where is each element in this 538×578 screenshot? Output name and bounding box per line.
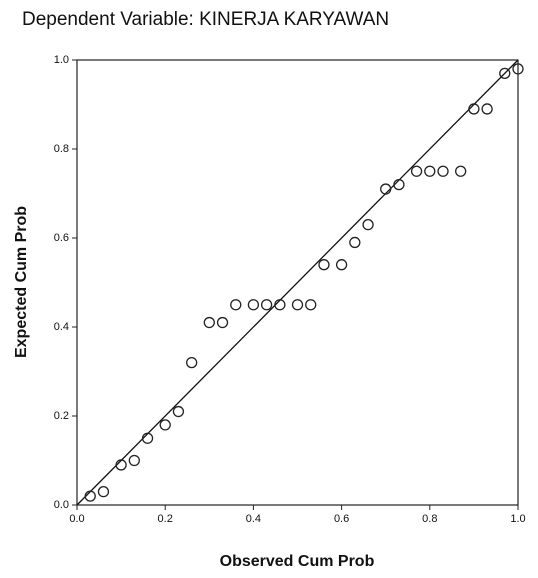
point [363,220,373,230]
chart-title: Dependent Variable: KINERJA KARYAWAN [22,9,389,30]
x-tick-label: 0.2 [158,513,173,525]
point [425,166,435,176]
chart: Dependent Variable: KINERJA KARYAWAN Obs… [0,0,538,578]
point [204,318,214,328]
point [337,260,347,270]
point [98,487,108,497]
y-tick-label: 1.0 [54,54,69,66]
x-tick-label: 0.8 [422,513,437,525]
point [412,166,422,176]
point [306,300,316,310]
y-axis-title: Expected Cum Prob [13,206,30,358]
point [350,237,360,247]
point [218,318,228,328]
x-tick-label: 0.4 [246,513,261,525]
x-tick-label: 0.0 [69,513,84,525]
x-axis-title: Observed Cum Prob [220,553,375,570]
point [438,166,448,176]
point [231,300,241,310]
point [319,260,329,270]
point [456,166,466,176]
y-tick-label: 0.0 [54,499,69,511]
y-tick-label: 0.4 [54,321,69,333]
x-tick-label: 0.6 [334,513,349,525]
point [248,300,258,310]
point [482,104,492,114]
point [293,300,303,310]
point [173,407,183,417]
point [129,456,139,466]
point [187,358,197,368]
point [160,420,170,430]
x-tick-label: 1.0 [510,513,525,525]
y-tick-label: 0.6 [54,232,69,244]
y-tick-label: 0.8 [54,143,69,155]
y-tick-label: 0.2 [54,410,69,422]
point [262,300,272,310]
